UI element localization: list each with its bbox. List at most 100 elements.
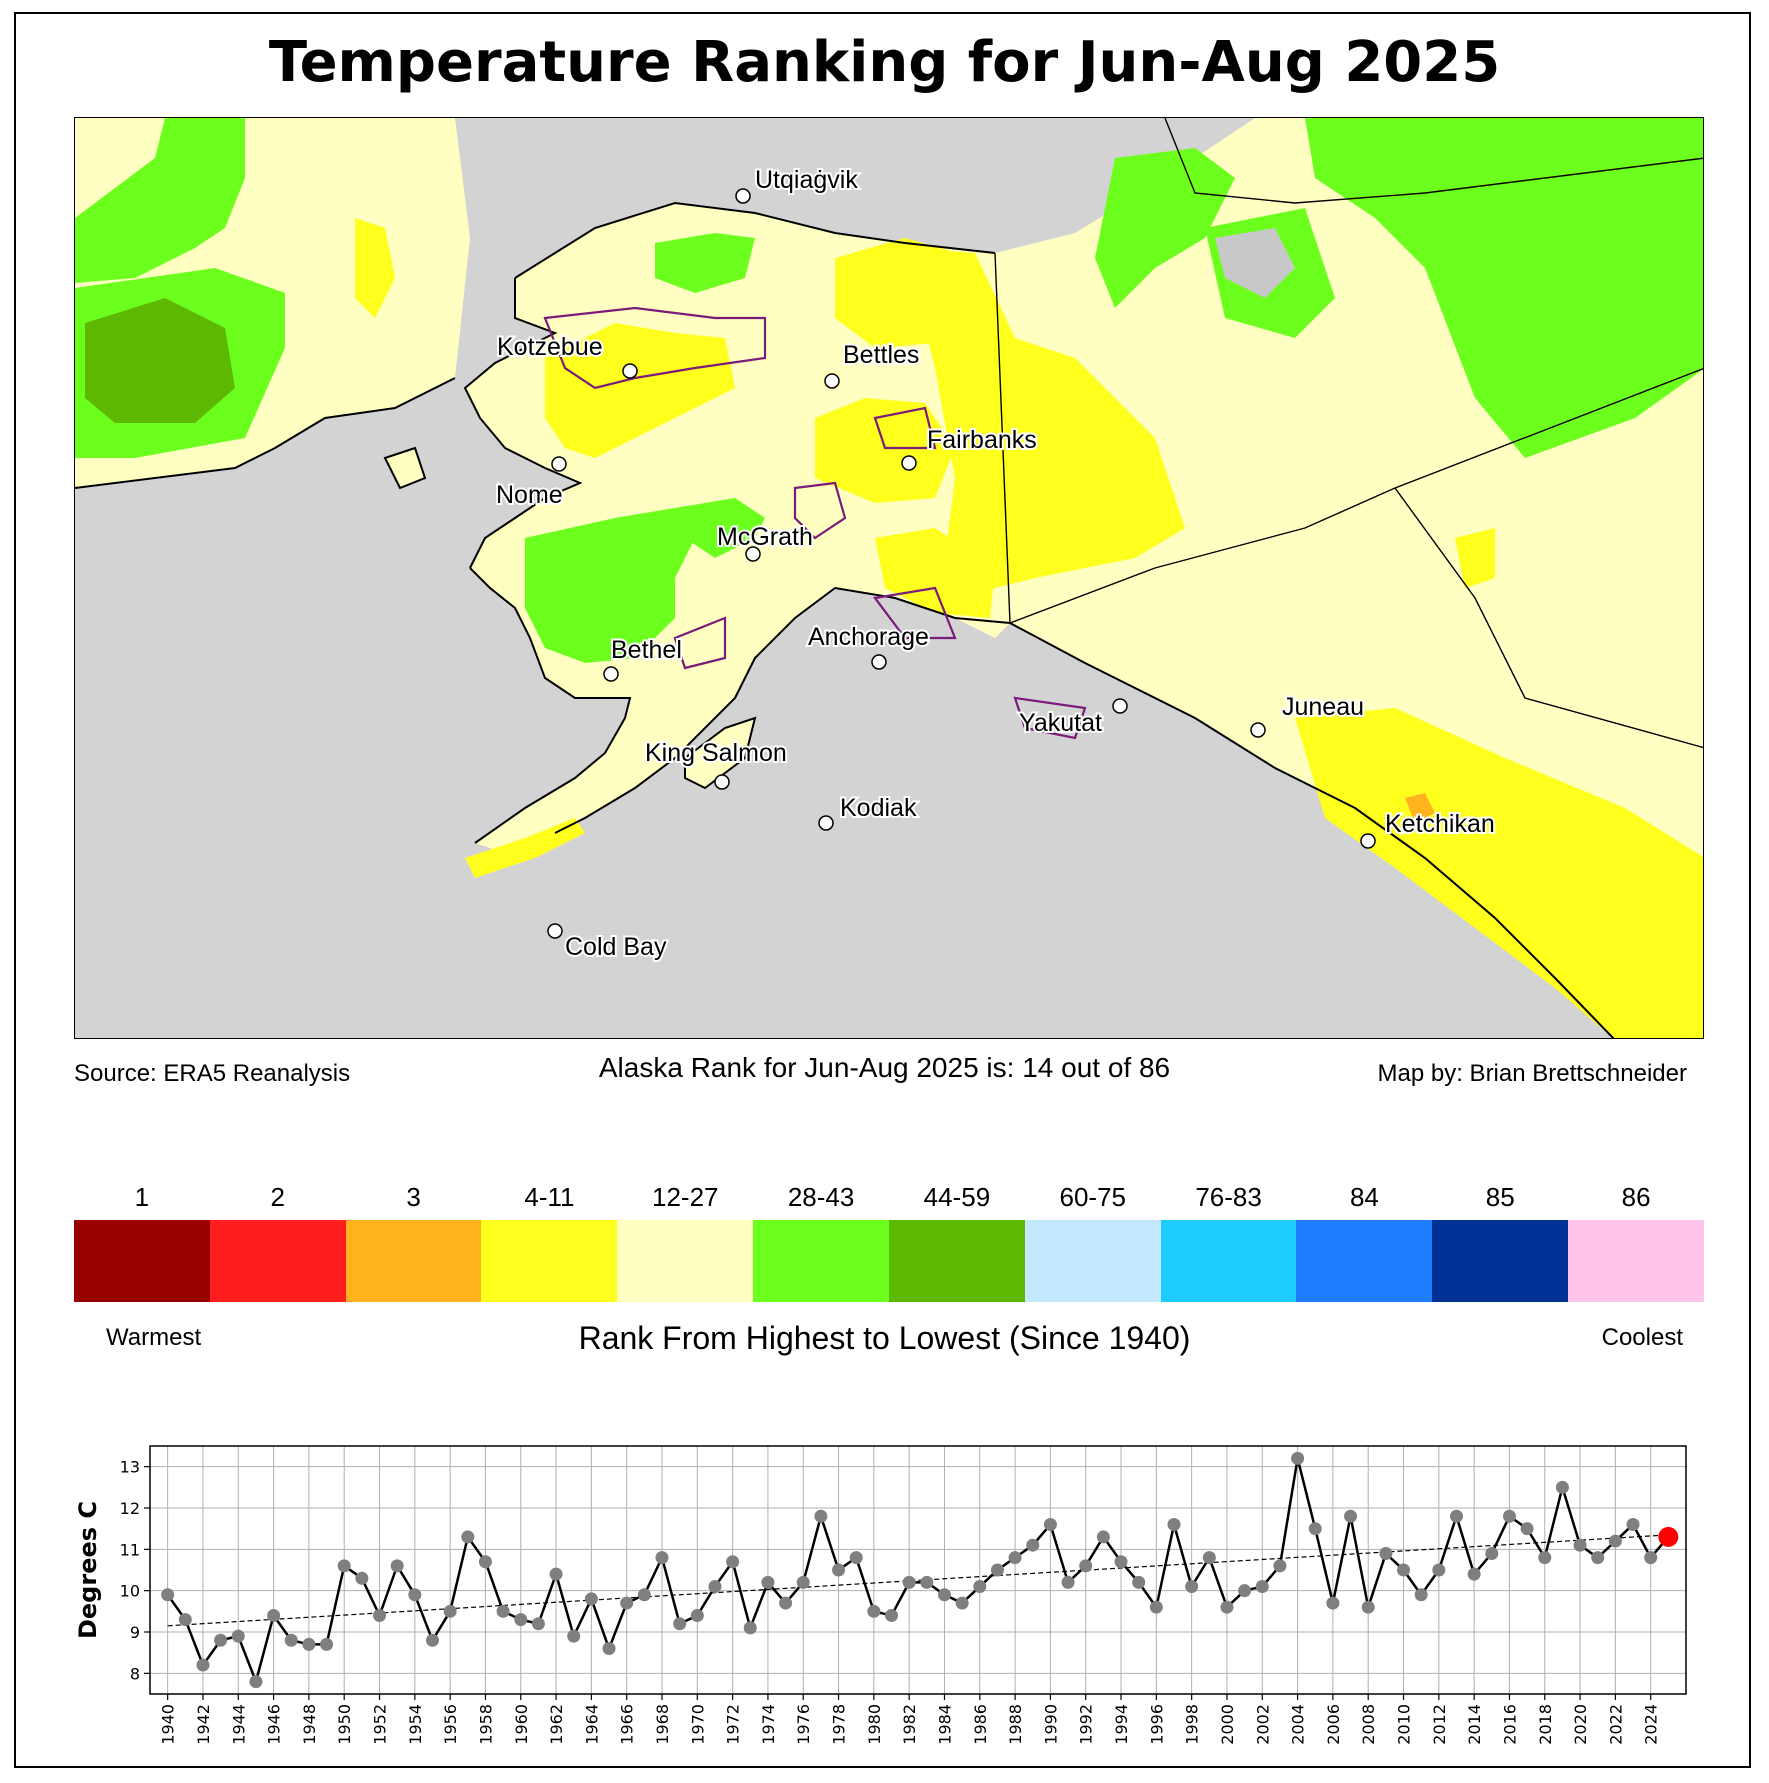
shade-far-ne-green bbox=[1305, 118, 1703, 458]
data-point bbox=[1361, 1600, 1375, 1614]
data-point bbox=[726, 1555, 740, 1569]
data-point bbox=[1326, 1596, 1340, 1610]
map-credit: Map by: Brian Brettschneider bbox=[1377, 1060, 1687, 1087]
shade-north-yellow bbox=[545, 323, 735, 458]
city-label-fairbanks: Fairbanks bbox=[927, 426, 1037, 454]
data-point bbox=[214, 1633, 228, 1647]
data-point bbox=[796, 1575, 810, 1589]
x-tick-label: 1964 bbox=[582, 1704, 601, 1745]
data-point bbox=[1485, 1546, 1499, 1560]
x-tick-label: 2000 bbox=[1218, 1704, 1237, 1745]
y-tick-label: 8 bbox=[130, 1664, 140, 1683]
legend-swatch bbox=[753, 1220, 889, 1302]
x-tick-label: 1998 bbox=[1183, 1704, 1202, 1745]
data-point bbox=[1608, 1534, 1622, 1548]
data-point bbox=[832, 1563, 846, 1577]
data-point bbox=[196, 1658, 210, 1672]
data-point bbox=[1096, 1530, 1110, 1544]
x-tick-label: 1970 bbox=[688, 1704, 707, 1745]
city-dot-king-salmon bbox=[714, 774, 730, 790]
data-point bbox=[1132, 1575, 1146, 1589]
x-tick-label: 2010 bbox=[1395, 1704, 1414, 1745]
state-rank-text: Alaska Rank for Jun-Aug 2025 is: 14 out … bbox=[598, 1052, 1171, 1083]
x-tick-label: 1992 bbox=[1077, 1704, 1096, 1745]
x-tick-label: 1968 bbox=[653, 1704, 672, 1745]
x-tick-label: 1962 bbox=[547, 1704, 566, 1745]
data-point bbox=[1202, 1551, 1216, 1565]
trend-line bbox=[167, 1534, 1669, 1627]
data-point bbox=[761, 1575, 775, 1589]
data-point bbox=[231, 1629, 245, 1643]
legend-label: 85 bbox=[1485, 1182, 1515, 1212]
x-tick-label: 1958 bbox=[476, 1704, 495, 1745]
x-tick-label: 2002 bbox=[1253, 1704, 1272, 1745]
data-point bbox=[549, 1567, 563, 1581]
x-tick-label: 2014 bbox=[1465, 1704, 1484, 1745]
legend-swatch bbox=[888, 1220, 1025, 1302]
y-tick-label: 13 bbox=[120, 1458, 140, 1477]
legend-swatch bbox=[1432, 1220, 1569, 1302]
data-point bbox=[408, 1588, 422, 1602]
data-point bbox=[1273, 1559, 1287, 1573]
x-tick-label: 1950 bbox=[335, 1704, 354, 1745]
shade-bc-yellow bbox=[1295, 708, 1703, 1038]
data-point bbox=[937, 1588, 951, 1602]
city-dot-mcgrath bbox=[745, 546, 761, 562]
legend-label: 3 bbox=[406, 1182, 421, 1212]
city-dot-utqiagvik bbox=[735, 188, 751, 204]
x-tick-label: 1944 bbox=[229, 1704, 248, 1745]
map-frame: Utqiaġvik Kotzebue Bettles Fairbanks Nom… bbox=[74, 117, 1704, 1039]
legend-coolest-label: Coolest bbox=[1601, 1324, 1683, 1351]
data-point bbox=[1502, 1509, 1516, 1523]
shade-interior-yellow bbox=[815, 398, 955, 503]
data-point bbox=[1644, 1551, 1658, 1565]
shade-nwt-gray bbox=[1215, 228, 1295, 298]
legend-label: 1 bbox=[134, 1182, 150, 1212]
data-point bbox=[1167, 1518, 1181, 1532]
city-dot-juneau bbox=[1250, 722, 1266, 738]
data-point bbox=[602, 1642, 616, 1656]
data-point bbox=[1008, 1551, 1022, 1565]
shade-yk-green bbox=[525, 508, 695, 663]
legend-label: 84 bbox=[1349, 1182, 1379, 1212]
legend-swatch bbox=[481, 1220, 618, 1302]
alaska-rank-map: Utqiaġvik Kotzebue Bettles Fairbanks Nom… bbox=[75, 118, 1703, 1038]
x-tick-label: 2020 bbox=[1571, 1704, 1590, 1745]
x-tick-label: 1978 bbox=[830, 1704, 849, 1745]
data-point bbox=[1026, 1538, 1040, 1552]
legend-swatch bbox=[1296, 1220, 1433, 1302]
data-point bbox=[1220, 1600, 1234, 1614]
x-tick-label: 2018 bbox=[1536, 1704, 1555, 1745]
city-label-mcgrath: McGrath bbox=[717, 523, 813, 551]
data-point bbox=[1114, 1555, 1128, 1569]
outer-frame bbox=[14, 12, 1751, 1768]
data-point bbox=[496, 1604, 510, 1618]
legend-labels: 1 2 3 4-11 12-27 28-43 44-59 60-75 76-83 84 85 86 bbox=[74, 1182, 1704, 1218]
city-dot-kotzebue bbox=[622, 363, 638, 379]
x-tick-label: 1994 bbox=[1112, 1704, 1131, 1745]
city-markers: Utqiaġvik Kotzebue Bettles Fairbanks Nom… bbox=[494, 164, 1497, 963]
legend-label: 60-75 bbox=[1059, 1182, 1126, 1212]
shade-bc-orange bbox=[1405, 793, 1435, 823]
legend-warmest-label: Warmest bbox=[106, 1324, 202, 1351]
data-point bbox=[267, 1608, 281, 1622]
city-dot-bettles bbox=[824, 373, 840, 389]
legend-swatch bbox=[1024, 1220, 1161, 1302]
data-point bbox=[1397, 1563, 1411, 1577]
city-label-king-salmon: King Salmon bbox=[645, 739, 787, 767]
legend-swatch bbox=[74, 1220, 210, 1302]
data-point bbox=[373, 1608, 387, 1622]
x-tick-label: 1990 bbox=[1041, 1704, 1060, 1745]
highlight-point bbox=[1658, 1526, 1679, 1547]
borders bbox=[994, 118, 1703, 749]
city-label-bethel: Bethel bbox=[611, 636, 682, 664]
source-note: Source: ERA5 Reanalysis bbox=[74, 1060, 351, 1087]
coastlines bbox=[75, 201, 1615, 1038]
shade-chukotka-darkgreen bbox=[85, 298, 235, 423]
data-point bbox=[708, 1580, 722, 1594]
legend-label: 44-59 bbox=[923, 1182, 991, 1212]
data-point bbox=[690, 1608, 704, 1622]
data-point bbox=[1344, 1509, 1358, 1523]
data-point bbox=[284, 1633, 298, 1647]
city-dot-fairbanks bbox=[901, 455, 917, 471]
